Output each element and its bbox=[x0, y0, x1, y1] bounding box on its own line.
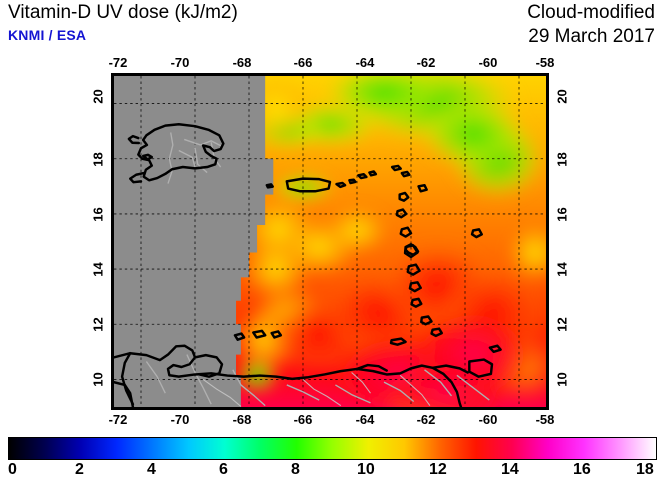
left-tick-lat-20: 20 bbox=[90, 89, 106, 104]
colorbar-tick-0: 0 bbox=[8, 461, 17, 478]
bottom-tick-lon--64: -64 bbox=[355, 412, 375, 427]
colorbar-tick-18: 18 bbox=[636, 461, 654, 478]
top-tick-lon--68: -68 bbox=[232, 55, 252, 70]
top-tick-lon--72: -72 bbox=[108, 55, 128, 70]
right-tick-lat-18: 18 bbox=[554, 152, 570, 167]
bottom-tick-lon--58: -58 bbox=[535, 412, 555, 427]
bottom-tick-lon--70: -70 bbox=[170, 412, 190, 427]
left-tick-lat-12: 12 bbox=[90, 317, 106, 332]
map-canvas bbox=[114, 76, 546, 407]
colorbar-tick-6: 6 bbox=[219, 461, 228, 478]
colorbar-tick-2: 2 bbox=[75, 461, 84, 478]
top-tick-lon--60: -60 bbox=[478, 55, 498, 70]
colorbar-tick-14: 14 bbox=[501, 461, 519, 478]
map-frame bbox=[111, 73, 549, 410]
colorbar: 0 2 4 6 8 10 12 14 16 18 bbox=[8, 437, 657, 480]
top-tick-lon--58: -58 bbox=[535, 55, 555, 70]
uv-dose-raster bbox=[114, 76, 546, 407]
left-tick-lat-18: 18 bbox=[90, 152, 106, 167]
bottom-tick-lon--66: -66 bbox=[293, 412, 313, 427]
colorbar-tick-12: 12 bbox=[429, 461, 447, 478]
colorbar-gradient-frame bbox=[8, 437, 657, 460]
coastlines bbox=[114, 123, 502, 407]
colorbar-tick-labels: 0 2 4 6 8 10 12 14 16 18 bbox=[8, 460, 657, 480]
bottom-tick-lon--72: -72 bbox=[108, 412, 128, 427]
bottom-tick-lon--60: -60 bbox=[478, 412, 498, 427]
inland-rivers bbox=[202, 372, 431, 407]
left-tick-lat-10: 10 bbox=[90, 372, 106, 387]
page-title: Vitamin-D UV dose (kJ/m2) bbox=[8, 2, 238, 23]
bottom-tick-lon--62: -62 bbox=[416, 412, 436, 427]
map-gridlines bbox=[114, 76, 546, 407]
top-tick-lon--64: -64 bbox=[355, 55, 375, 70]
product-type-label: Cloud-modified bbox=[527, 2, 655, 23]
top-tick-lon--62: -62 bbox=[416, 55, 436, 70]
rainbow-colorbar-icon bbox=[9, 438, 656, 459]
figure-header: Vitamin-D UV dose (kJ/m2) KNMI / ESA Clo… bbox=[0, 0, 665, 56]
right-tick-lat-16: 16 bbox=[554, 207, 570, 222]
observation-date: 29 March 2017 bbox=[528, 26, 655, 47]
colorbar-tick-8: 8 bbox=[291, 461, 300, 478]
colorbar-tick-16: 16 bbox=[573, 461, 591, 478]
top-tick-lon--70: -70 bbox=[170, 55, 190, 70]
left-tick-lat-16: 16 bbox=[90, 207, 106, 222]
bottom-tick-lon--68: -68 bbox=[232, 412, 252, 427]
right-tick-lat-12: 12 bbox=[554, 317, 570, 332]
left-tick-lat-14: 14 bbox=[90, 262, 106, 277]
map-plot-area bbox=[111, 73, 549, 410]
colorbar-tick-10: 10 bbox=[357, 461, 375, 478]
top-tick-lon--66: -66 bbox=[293, 55, 313, 70]
agency-credit: KNMI / ESA bbox=[8, 27, 87, 43]
colorbar-tick-4: 4 bbox=[147, 461, 156, 478]
right-tick-lat-20: 20 bbox=[554, 89, 570, 104]
right-tick-lat-10: 10 bbox=[554, 372, 570, 387]
right-tick-lat-14: 14 bbox=[554, 262, 570, 277]
